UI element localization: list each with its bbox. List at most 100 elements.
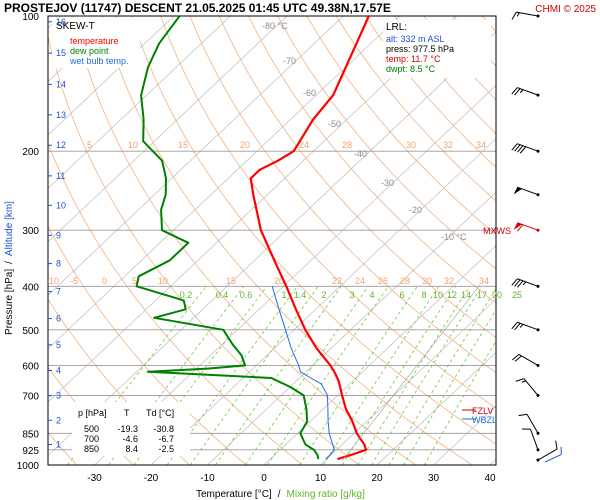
pressure-tick-label: 850	[22, 429, 39, 440]
dry-adiabat	[101, 16, 473, 465]
lrl-box	[383, 20, 491, 78]
isotherm-label-mid-row: 22	[332, 276, 342, 286]
wind-barb	[511, 278, 540, 288]
isotherm	[48, 16, 288, 243]
lrl-alt: alt: 332 m ASL	[386, 34, 445, 44]
levels-table-cell: 850	[84, 444, 99, 454]
mixing-ratio-label: 1	[281, 290, 286, 300]
isotherm-label-mid-row: 34	[479, 276, 489, 286]
mixing-ratio-label: 0.4	[216, 290, 229, 300]
isotherm	[319, 298, 496, 465]
lrl-press: press: 977.5 hPa	[386, 44, 454, 54]
wind-barb	[513, 222, 540, 232]
isotherm-label-mid-row: 20	[274, 276, 284, 286]
mixing-ratio-label: 12	[447, 290, 457, 300]
altitude-tick-label: 16	[56, 17, 66, 27]
isotherm	[489, 458, 496, 465]
mixing-ratio-label: 6	[399, 290, 404, 300]
isotherm-label: -40	[354, 149, 367, 159]
legend-box	[52, 18, 140, 68]
isotherm	[536, 6, 600, 475]
lrl-temp: temp: 11.7 °C	[386, 54, 441, 64]
wind-barb	[512, 353, 540, 367]
isotherm-label-mid-row: 26	[378, 276, 388, 286]
mixing-ratio-label: 20	[492, 290, 502, 300]
isotherm-label-top-row: 5	[87, 140, 92, 150]
isotherm	[150, 138, 496, 465]
wind-barb	[515, 378, 540, 397]
temperature-tick-label: 0	[261, 473, 267, 484]
wind-barb	[521, 428, 540, 452]
dry-adiabat	[248, 16, 496, 304]
altitude-tick-label: 3	[56, 391, 61, 401]
dry-adiabat	[160, 16, 496, 409]
isotherm-label-mid-row: 32	[444, 276, 454, 286]
wbzl-marker: WBZL	[472, 415, 497, 425]
levels-table-cell: -19.3	[117, 424, 138, 434]
pressure-tick-label: 700	[22, 391, 39, 402]
wind-barb	[511, 87, 540, 97]
lrl-title: LRL:	[386, 22, 407, 33]
mixing-ratio-label: 10	[433, 290, 443, 300]
pressure-tick-label: 400	[22, 282, 39, 293]
isotherm-label-mid-row: -10	[46, 276, 59, 286]
mixing-ratio-label: 0.2	[180, 290, 193, 300]
mixing-ratio-label: 8	[421, 290, 426, 300]
mixing-ratio-line	[423, 340, 496, 465]
isotherm-label-mid-row: 30	[422, 276, 432, 286]
mixing-ratio-line	[323, 286, 440, 465]
isotherm	[48, 16, 401, 350]
levels-table-cell: -2.5	[158, 444, 174, 454]
legend-title: SKEW-T	[56, 21, 95, 32]
wind-barb	[536, 440, 558, 462]
plot-frame	[47, 15, 497, 466]
isotherm-label-mid-row: 0	[102, 276, 107, 286]
altitude-tick-label: 12	[56, 140, 66, 150]
altitude-tick-label: 14	[56, 79, 66, 89]
temperature-tick-label: 10	[315, 473, 327, 484]
altitude-tick-label: 13	[56, 110, 66, 120]
copyright: CHMI © 2025	[535, 4, 596, 15]
levels-table-header: Td [°C]	[146, 408, 174, 418]
x-axis-title: Temperature [°C] / Mixing ratio [g/kg]	[196, 489, 365, 500]
dry-adiabat	[512, 16, 600, 475]
wind-barb	[518, 413, 540, 435]
mixing-ratio-line	[371, 286, 483, 465]
isotherm	[93, 84, 496, 465]
isotherm-label-mid-row: 5	[132, 276, 137, 286]
levels-table-header: p [hPa]	[78, 408, 107, 418]
wind-barb	[511, 11, 540, 20]
pressure-tick-label: 1000	[17, 461, 40, 472]
dry-adiabat	[306, 16, 496, 236]
mixing-ratio-line	[357, 286, 471, 465]
pressure-tick-label: 100	[22, 12, 39, 23]
levels-table-cell: -4.6	[122, 434, 138, 444]
isotherm	[48, 16, 344, 296]
isotherm-label-top-row: 24	[299, 140, 309, 150]
y-axis-title: Pressure [hPa]/Altitude [km]	[4, 201, 15, 335]
wind-barbs	[511, 11, 562, 463]
mixing-ratio-line	[403, 309, 496, 465]
isotherms	[48, 6, 600, 475]
lrl-dwpt: dwpt: 8.5 °C	[386, 64, 436, 74]
profile-curves	[135, 16, 370, 461]
temperature-curve	[249, 16, 370, 461]
isotherm-label-top-row: 32	[443, 140, 453, 150]
temperature-tick-label: 30	[428, 473, 440, 484]
legend-item: dew point	[70, 46, 109, 56]
isotherm-label-mid-row: 10	[158, 276, 168, 286]
altitude-tick-label: 11	[56, 171, 65, 181]
altitude-tick-label: 10	[56, 200, 66, 210]
isotherm-label-mid-row: 15	[226, 276, 236, 286]
dewpoint-curve	[135, 16, 320, 460]
mxws-marker: MXWS	[483, 226, 511, 236]
levels-table-cell: 8.4	[125, 444, 138, 454]
mixing-ratio-label: 2	[321, 290, 326, 300]
dry-adiabat	[48, 34, 360, 465]
mixing-ratio-label: 0.6	[240, 290, 253, 300]
pressure-tick-label: 300	[22, 226, 39, 237]
isotherm-label-top-row: 10	[128, 140, 138, 150]
altitude-tick-label: 8	[56, 259, 61, 269]
altitude-tick-label: 2	[56, 415, 61, 425]
